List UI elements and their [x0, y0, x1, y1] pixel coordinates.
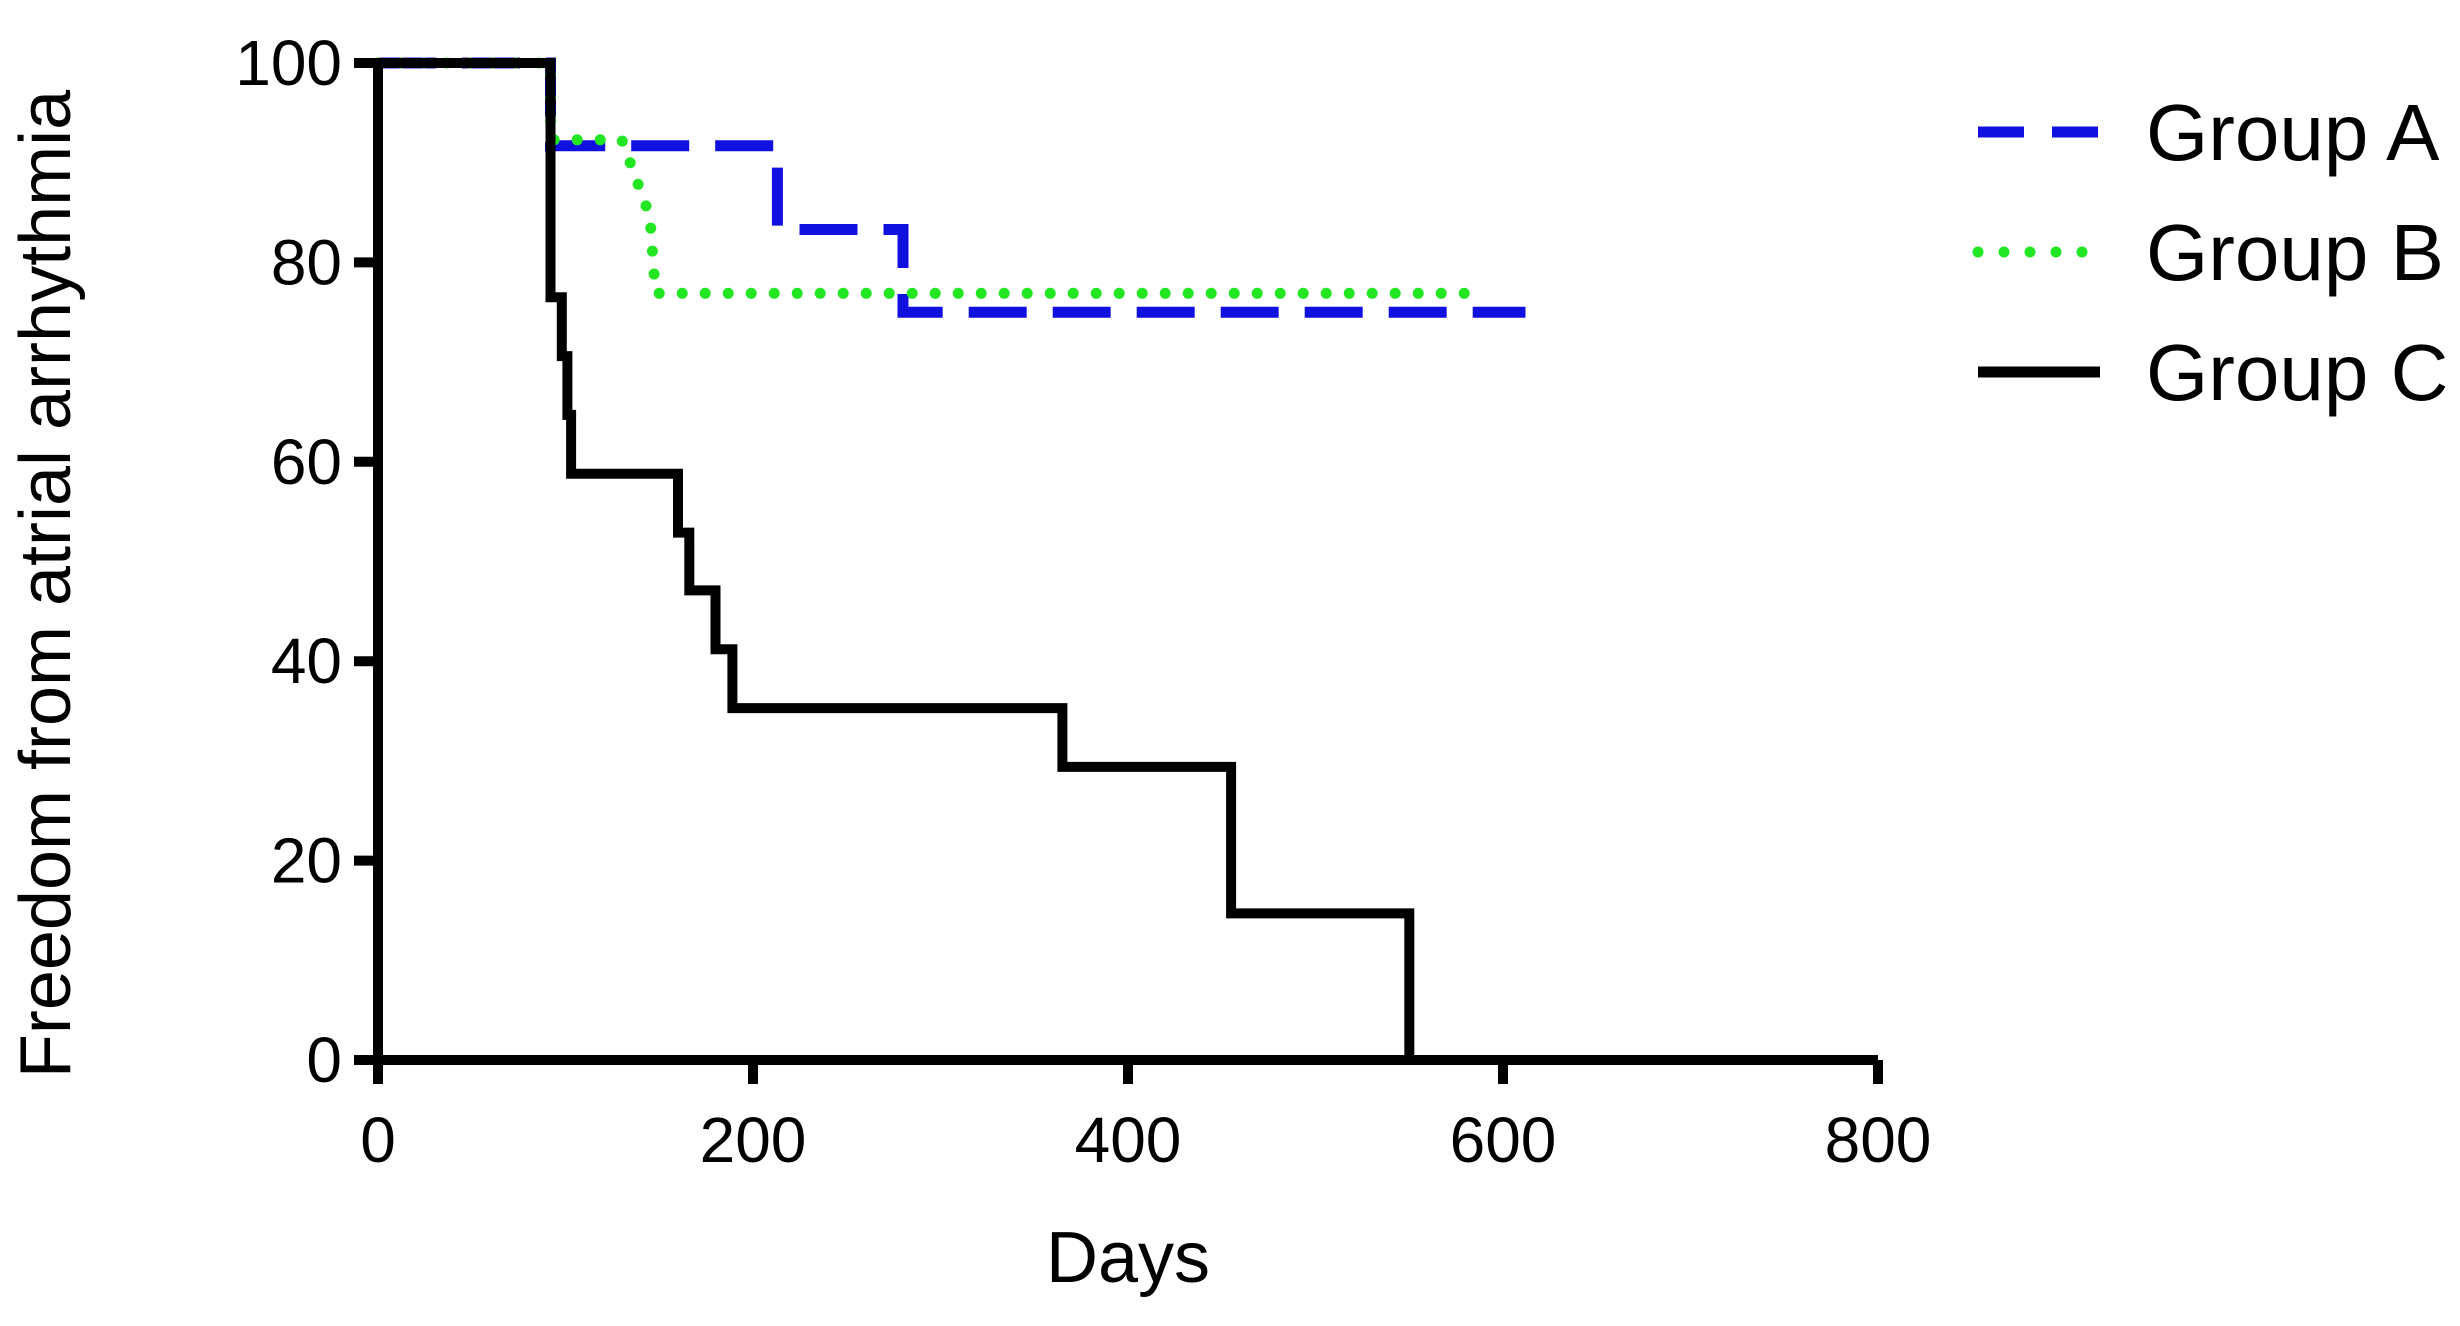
- x-tick-label: 400: [1075, 1104, 1182, 1176]
- y-axis-title: Freedom from atrial arrhythmia: [6, 89, 86, 1078]
- axes: 0 200 400 600 800 0 20 40 60 80 100: [235, 27, 1931, 1176]
- y-tick-label: 60: [271, 426, 342, 498]
- x-tick-label: 800: [1825, 1104, 1932, 1176]
- legend-label-group-b: Group B: [2146, 208, 2444, 297]
- x-axis-title: Days: [1046, 1218, 1210, 1298]
- y-tick-label: 80: [271, 226, 342, 298]
- legend-label-group-c: Group C: [2146, 328, 2448, 417]
- legend-label-group-a: Group A: [2146, 88, 2440, 177]
- y-tick-label: 100: [235, 27, 342, 99]
- x-tick-label: 0: [360, 1104, 396, 1176]
- x-tick-label: 200: [700, 1104, 807, 1176]
- y-tick-label: 20: [271, 825, 342, 897]
- plot-area: [372, 57, 1526, 1060]
- legend: Group A Group B Group C: [1972, 88, 2448, 417]
- x-tick-label: 600: [1450, 1104, 1557, 1176]
- y-tick-label: 0: [306, 1024, 342, 1096]
- series-line-group-b: [372, 57, 1481, 299]
- y-tick-label: 40: [271, 625, 342, 697]
- series-line-group-c: [378, 58, 1415, 1060]
